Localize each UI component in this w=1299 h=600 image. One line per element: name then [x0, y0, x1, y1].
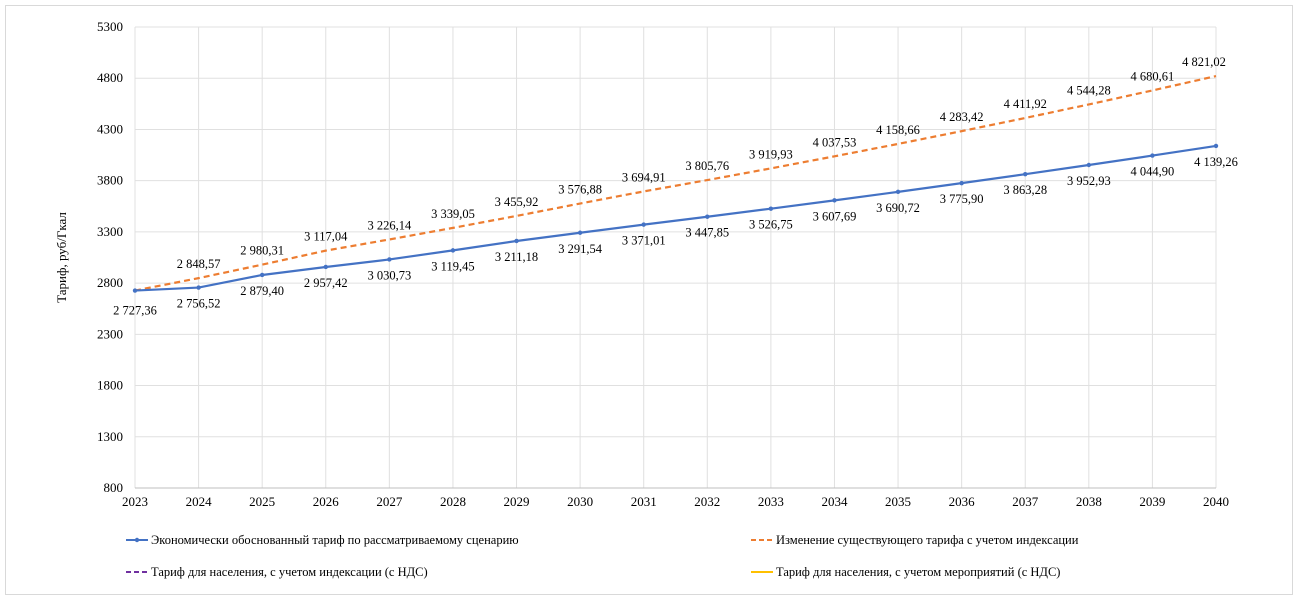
- legend-entry: Изменение существующего тарифа с учетом …: [776, 533, 1079, 547]
- x-tick-label: 2036: [949, 494, 976, 509]
- y-tick-label: 1300: [97, 429, 123, 444]
- data-label-economic: 3 371,01: [622, 234, 666, 248]
- data-label-economic: 3 863,28: [1003, 183, 1047, 197]
- data-label-indexation: 3 805,76: [685, 159, 729, 173]
- data-point-economic: [832, 198, 837, 203]
- x-tick-label: 2030: [567, 494, 593, 509]
- data-label-indexation: 3 576,88: [558, 183, 602, 197]
- data-label-economic: 3 607,69: [813, 209, 857, 223]
- data-point-economic: [259, 272, 265, 278]
- legend-marker: [134, 537, 140, 543]
- data-point-economic: [1086, 162, 1092, 168]
- data-point-economic: [895, 189, 901, 195]
- y-tick-label: 2800: [97, 275, 123, 290]
- x-tick-label: 2033: [758, 494, 784, 509]
- data-label-indexation: 4 037,53: [813, 135, 857, 149]
- data-point-economic: [641, 222, 646, 227]
- y-tick-label: 3800: [97, 173, 123, 188]
- x-tick-label: 2037: [1012, 494, 1039, 509]
- chart-frame: [5, 5, 1293, 595]
- data-label-economic: 3 526,75: [749, 218, 793, 232]
- legend-entry: Тариф для населения, с учетом индексации…: [151, 565, 428, 579]
- data-point-economic: [1150, 153, 1155, 158]
- data-label-indexation: 4 283,42: [940, 110, 984, 124]
- y-tick-label: 2300: [97, 326, 123, 341]
- data-point-economic: [323, 264, 328, 270]
- data-label-indexation: 2 980,31: [240, 244, 284, 258]
- data-label-economic: 2 756,52: [177, 297, 221, 311]
- y-tick-label: 800: [104, 480, 124, 495]
- y-tick-label: 4300: [97, 121, 123, 136]
- data-point-economic: [514, 238, 519, 244]
- data-label-indexation: 4 158,66: [876, 123, 920, 137]
- x-tick-label: 2023: [122, 494, 148, 509]
- y-tick-label: 3300: [97, 224, 123, 239]
- data-label-economic: 3 447,85: [685, 226, 729, 240]
- y-axis-label: Тариф, руб/Гкал: [54, 212, 69, 303]
- data-label-indexation: 4 411,92: [1004, 97, 1047, 111]
- data-point-economic: [768, 206, 774, 211]
- x-tick-label: 2029: [504, 494, 530, 509]
- data-label-economic: 3 952,93: [1067, 174, 1111, 188]
- data-point-economic: [132, 288, 138, 293]
- x-tick-label: 2031: [631, 494, 657, 509]
- y-tick-label: 1800: [97, 378, 123, 393]
- data-label-economic: 3 775,90: [940, 192, 984, 206]
- data-point-economic: [1023, 171, 1028, 177]
- x-tick-label: 2025: [249, 494, 275, 509]
- data-point-economic: [450, 248, 456, 253]
- legend-entry: Тариф для населения, с учетом мероприяти…: [776, 565, 1060, 579]
- data-label-economic: 4 044,90: [1131, 165, 1175, 179]
- x-tick-label: 2038: [1076, 494, 1102, 509]
- data-point-economic: [1213, 143, 1219, 149]
- data-label-indexation: 4 821,02: [1182, 55, 1226, 69]
- x-tick-label: 2032: [694, 494, 720, 509]
- y-tick-label: 4800: [97, 70, 123, 85]
- data-label-economic: 3 291,54: [558, 242, 603, 256]
- data-label-economic: 3 690,72: [876, 201, 920, 215]
- data-point-economic: [387, 257, 392, 262]
- data-point-economic: [196, 285, 201, 290]
- x-tick-label: 2040: [1203, 494, 1229, 509]
- x-tick-label: 2026: [313, 494, 340, 509]
- data-label-economic: 3 211,18: [495, 250, 538, 264]
- data-label-indexation: 4 544,28: [1067, 83, 1111, 97]
- series-line-economic: [134, 144, 1217, 292]
- data-label-indexation: 3 455,92: [495, 195, 539, 209]
- x-tick-label: 2027: [376, 494, 403, 509]
- data-point-economic: [577, 230, 583, 235]
- y-tick-label: 5300: [97, 19, 123, 34]
- data-label-economic: 2 727,36: [113, 304, 157, 318]
- x-tick-label: 2039: [1139, 494, 1165, 509]
- data-label-economic: 2 957,42: [304, 276, 348, 290]
- data-point-economic: [959, 180, 964, 186]
- data-label-economic: 4 139,26: [1194, 155, 1238, 169]
- x-tick-label: 2034: [821, 494, 848, 509]
- data-label-indexation: 4 680,61: [1131, 69, 1175, 83]
- data-label-economic: 2 879,40: [240, 284, 284, 298]
- x-tick-label: 2028: [440, 494, 466, 509]
- data-label-indexation: 3 339,05: [431, 207, 475, 221]
- data-label-indexation: 3 919,93: [749, 147, 793, 161]
- data-label-indexation: 2 848,57: [177, 257, 221, 271]
- data-label-economic: 3 030,73: [367, 268, 411, 282]
- series-line-indexation: [134, 74, 1217, 292]
- legend-entry: Экономически обоснованный тариф по рассм…: [151, 533, 519, 547]
- x-tick-label: 2024: [186, 494, 213, 509]
- data-label-indexation: 3 226,14: [367, 218, 412, 232]
- data-label-economic: 3 119,45: [431, 259, 474, 273]
- data-label-indexation: 3 117,04: [304, 230, 348, 244]
- data-point-economic: [705, 214, 710, 219]
- x-tick-label: 2035: [885, 494, 911, 509]
- data-label-indexation: 3 694,91: [622, 170, 666, 184]
